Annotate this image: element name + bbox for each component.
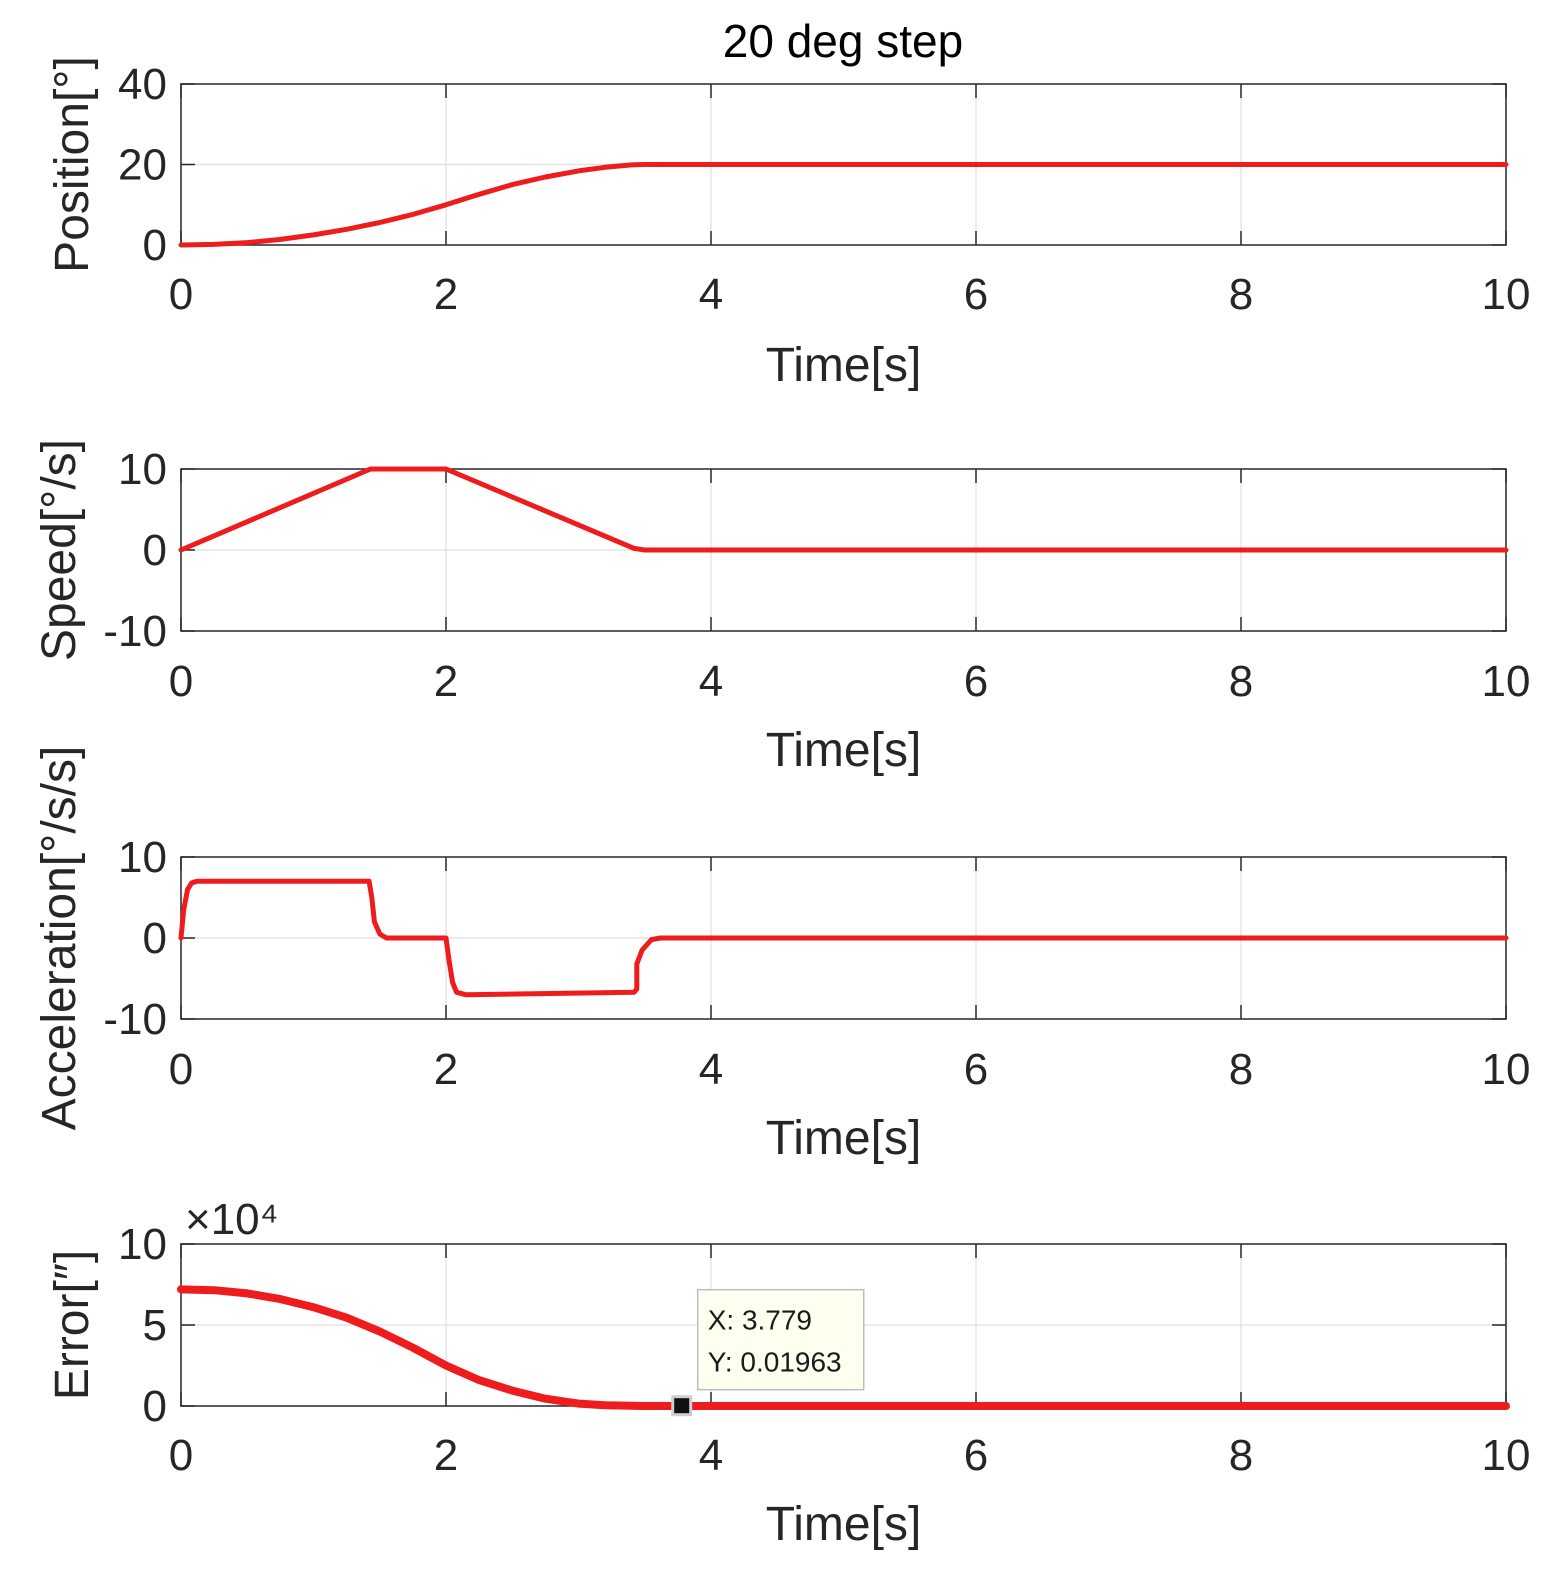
error-datatip-box bbox=[696, 1288, 865, 1391]
speed-y-tick-label: 0 bbox=[143, 526, 167, 575]
speed-x-tick-label: 10 bbox=[1482, 657, 1531, 706]
error-y-tick-label: 5 bbox=[143, 1301, 167, 1350]
error-x-axis-label: Time[s] bbox=[766, 1498, 922, 1551]
speed-x-axis-label: Time[s] bbox=[766, 724, 922, 777]
speed-x-tick-label: 8 bbox=[1229, 657, 1253, 706]
acceleration-x-tick-label: 6 bbox=[964, 1045, 988, 1094]
position-y-axis-label: Position[°] bbox=[46, 56, 99, 273]
speed-x-tick-label: 0 bbox=[169, 657, 193, 706]
error-y-tick-label: 10 bbox=[118, 1220, 167, 1269]
position-x-tick-label: 4 bbox=[699, 270, 723, 319]
speed-x-tick-label: 2 bbox=[434, 657, 458, 706]
position-x-tick-label: 8 bbox=[1229, 270, 1253, 319]
error-x-tick-label: 6 bbox=[964, 1431, 988, 1480]
error-y-axis-label: Error[″] bbox=[46, 1250, 99, 1400]
error-y-tick-label: 0 bbox=[143, 1382, 167, 1431]
error-x-tick-label: 10 bbox=[1482, 1431, 1531, 1480]
speed-x-tick-label: 6 bbox=[964, 657, 988, 706]
error-subplot: 0 2 4 6 8 10 0 5 10 Time[s] Error[″] ×10⁴ X: 3.779 Y:… bbox=[46, 1195, 1530, 1551]
acceleration-y-tick-label: 0 bbox=[143, 914, 167, 963]
figure-title: 20 deg step bbox=[723, 15, 963, 67]
error-x-tick-label: 4 bbox=[699, 1431, 723, 1480]
position-x-tick-label: 6 bbox=[964, 270, 988, 319]
error-datatip-y: Y: 0.01963 bbox=[708, 1347, 842, 1378]
error-x-tick-label: 0 bbox=[169, 1431, 193, 1480]
error-series-line bbox=[177, 1285, 1510, 1410]
error-datatip-x: X: 3.779 bbox=[708, 1305, 812, 1336]
acceleration-series-line bbox=[178, 878, 1509, 998]
speed-series-line bbox=[178, 466, 1509, 553]
acceleration-y-tick-label: -10 bbox=[103, 995, 167, 1044]
acceleration-x-tick-label: 2 bbox=[434, 1045, 458, 1094]
position-series-line bbox=[178, 162, 1509, 248]
speed-y-tick-label: 10 bbox=[118, 445, 167, 494]
position-x-tick-label: 10 bbox=[1482, 270, 1531, 319]
speed-x-tick-label: 4 bbox=[699, 657, 723, 706]
acceleration-x-tick-label: 10 bbox=[1482, 1045, 1531, 1094]
position-x-axis-label: Time[s] bbox=[766, 339, 922, 392]
acceleration-x-tick-label: 4 bbox=[699, 1045, 723, 1094]
error-x-tick-label: 8 bbox=[1229, 1431, 1253, 1480]
acceleration-y-tick-label: 10 bbox=[118, 833, 167, 882]
position-subplot: 0 2 4 6 8 10 0 20 40 Time[s] Position[°] bbox=[46, 56, 1530, 392]
position-y-tick-label: 0 bbox=[143, 221, 167, 270]
error-datatip-marker bbox=[671, 1395, 693, 1417]
position-y-tick-label: 40 bbox=[118, 60, 167, 109]
acceleration-x-tick-label: 8 bbox=[1229, 1045, 1253, 1094]
acceleration-x-tick-label: 0 bbox=[169, 1045, 193, 1094]
acceleration-y-axis-label: Acceleration[°/s/s] bbox=[33, 746, 86, 1131]
position-x-tick-label: 0 bbox=[169, 270, 193, 319]
speed-y-axis-label: Speed[°/s] bbox=[33, 439, 86, 661]
acceleration-x-axis-label: Time[s] bbox=[766, 1112, 922, 1165]
error-axis-exponent: ×10⁴ bbox=[185, 1195, 279, 1244]
speed-y-tick-label: -10 bbox=[103, 607, 167, 656]
position-x-tick-label: 2 bbox=[434, 270, 458, 319]
position-y-tick-label: 20 bbox=[118, 141, 167, 190]
error-x-tick-label: 2 bbox=[434, 1431, 458, 1480]
